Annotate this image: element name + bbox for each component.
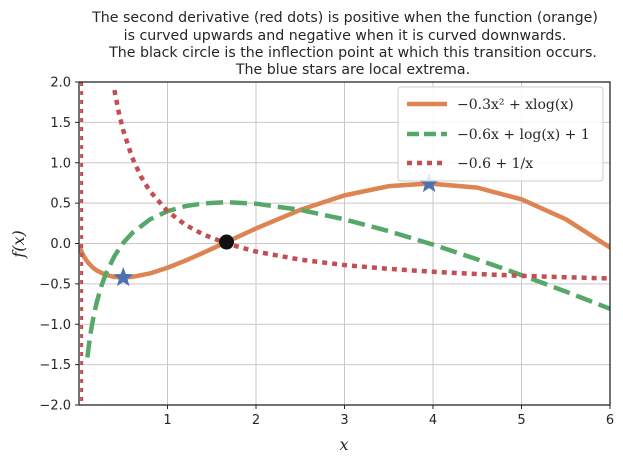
- x-tick-label: 6: [606, 413, 614, 428]
- y-tick-label: −2.0: [39, 399, 71, 414]
- y-tick-label: −1.0: [39, 318, 71, 333]
- series-green-first-derivative: [85, 199, 610, 358]
- x-tick-label: 3: [340, 413, 348, 428]
- y-tick-label: 1.0: [50, 156, 71, 171]
- y-tick-label: −1.5: [39, 358, 71, 373]
- legend-label-red: −0.6 + 1/x: [457, 156, 533, 172]
- y-tick-label: 0.0: [50, 237, 71, 252]
- title-line-2: is curved upwards and negative when it i…: [124, 28, 567, 44]
- y-tick-label: 2.0: [50, 76, 71, 91]
- x-tick-labels: 1 2 3 4 5 6: [163, 405, 614, 428]
- inflection-point-marker: [219, 234, 235, 250]
- x-tick-label: 5: [517, 413, 525, 428]
- x-tick-label: 1: [163, 413, 171, 428]
- title-line-3: The black circle is the inflection point…: [108, 45, 597, 61]
- y-tick-labels: −2.0 −1.5 −1.0 −0.5 0.0 0.5 1.0 1.5 2.0: [39, 76, 79, 414]
- y-tick-label: 0.5: [50, 197, 71, 212]
- legend-label-green: −0.6x + log(x) + 1: [457, 127, 590, 143]
- title-line-4: The blue stars are local extrema.: [235, 62, 470, 78]
- legend-label-orange: −0.3x² + xlog(x): [457, 97, 574, 113]
- x-tick-label: 2: [252, 413, 260, 428]
- legend: −0.3x² + xlog(x) −0.6x + log(x) + 1 −0.6…: [397, 86, 604, 182]
- title-line-1: The second derivative (red dots) is posi…: [91, 10, 598, 26]
- series-orange-function: [79, 181, 610, 280]
- x-axis-label: x: [339, 435, 348, 454]
- y-tick-label: 1.5: [50, 116, 71, 131]
- extremum-star-marker: [113, 266, 134, 287]
- y-tick-label: −0.5: [39, 277, 71, 292]
- legend-box: [397, 86, 604, 182]
- chart-title: The second derivative (red dots) is posi…: [91, 10, 598, 78]
- x-tick-label: 4: [429, 413, 437, 428]
- y-axis-label: f(x): [9, 230, 28, 258]
